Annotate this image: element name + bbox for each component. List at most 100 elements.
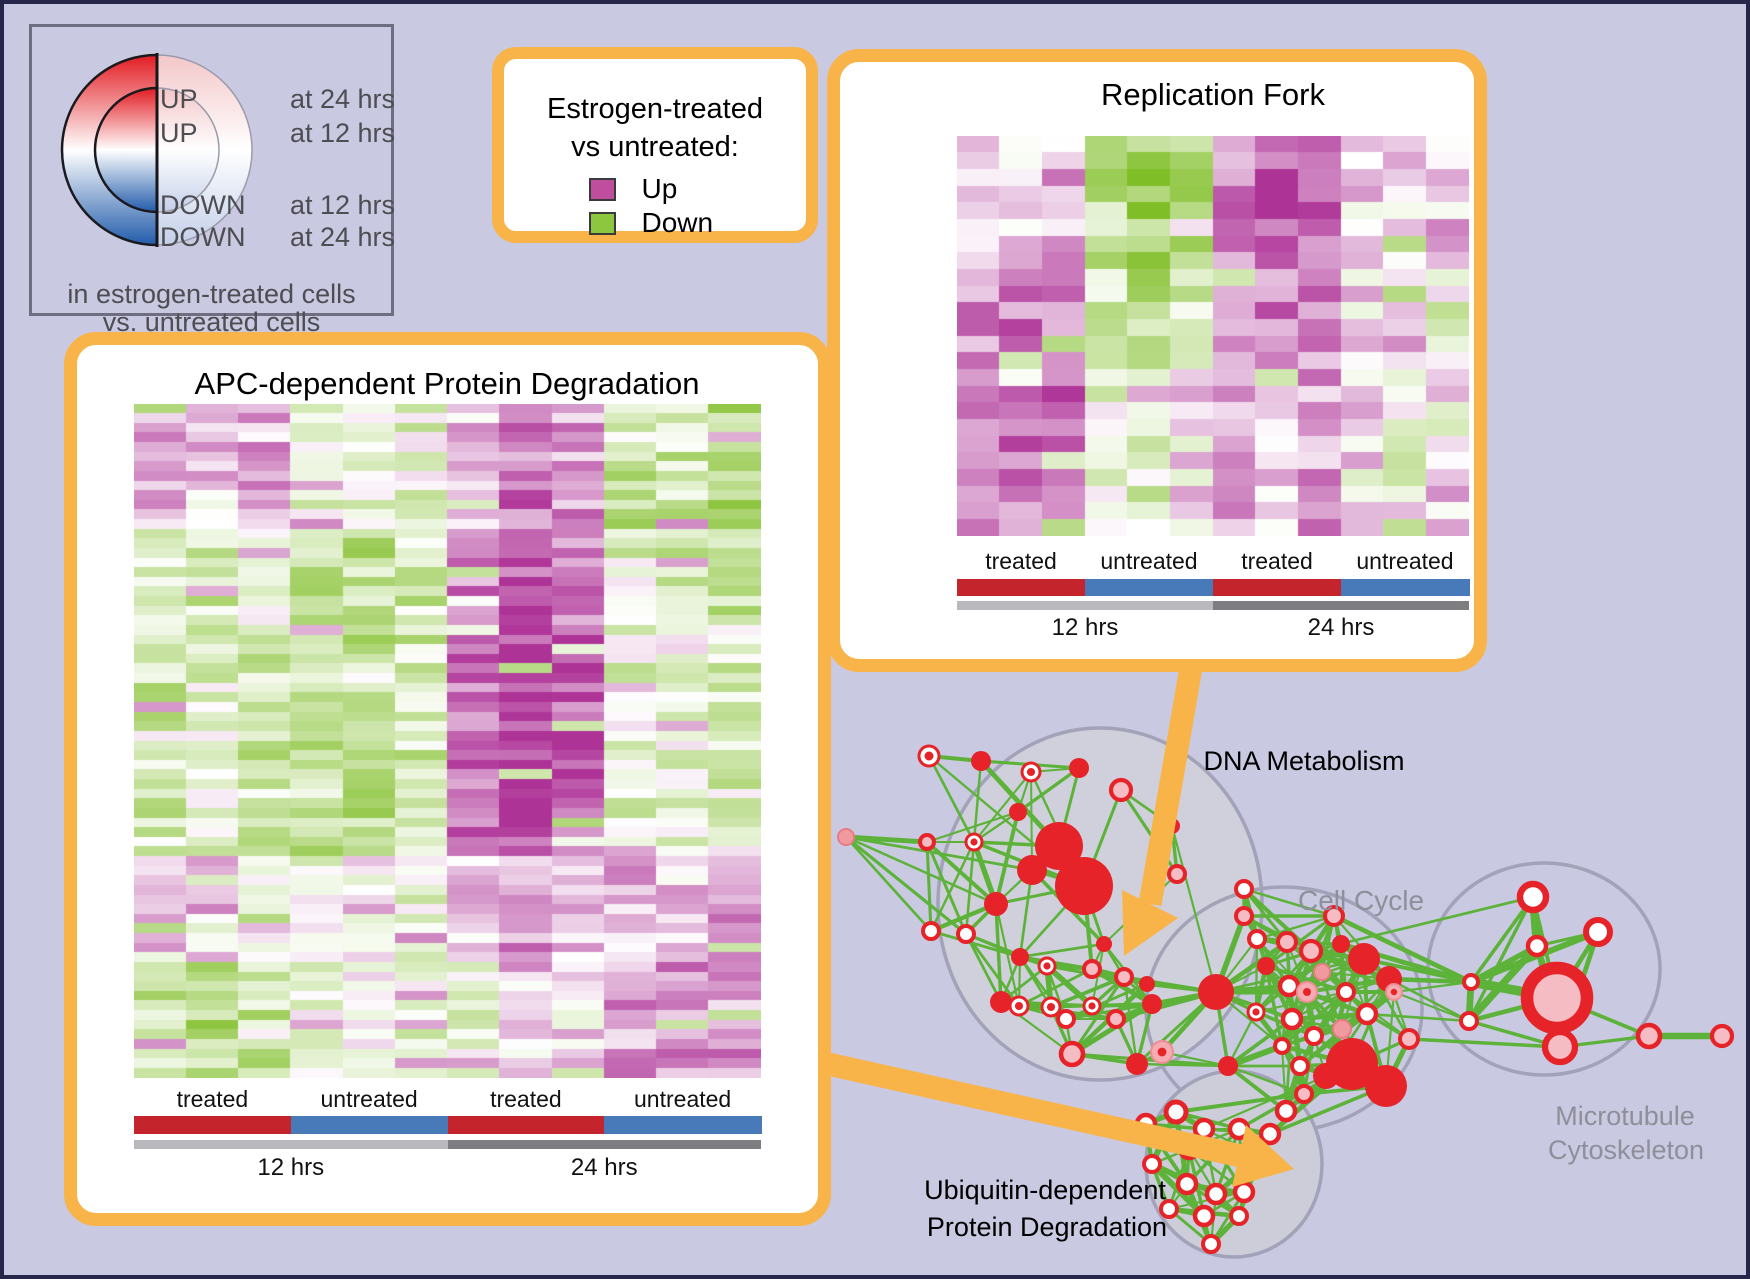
ratio-dir-label: DOWN (160, 190, 246, 220)
network-node (837, 828, 855, 846)
network-node (1218, 1056, 1238, 1076)
ratio-dir-label: DOWN (160, 222, 246, 252)
network-node (1040, 996, 1062, 1018)
network-node (1332, 935, 1350, 953)
group-bar-treated (957, 579, 1086, 596)
legend-row-down: Down (504, 207, 806, 239)
network-node (1459, 1011, 1479, 1031)
time-bar-12hrs (957, 601, 1213, 610)
network-node (1009, 803, 1027, 821)
network-node (1635, 1022, 1663, 1050)
cluster-label-microtubule: Microtubule (1555, 1101, 1695, 1131)
panel-title-replication-fork: Replication Fork (1101, 77, 1325, 112)
network-node (1058, 1040, 1086, 1068)
time-label-24hrs: 24 hrs (570, 1154, 638, 1181)
legend-title-line2: vs untreated: (571, 131, 739, 163)
group-bar-untreated (1341, 579, 1470, 596)
network-node (1069, 758, 1089, 778)
cluster-label-ubiquitin-line1: Ubiquitin-dependent (924, 1175, 1166, 1205)
group-label-untreated: untreated (1100, 548, 1198, 574)
network-node (1516, 880, 1550, 914)
group-label-treated: treated (1241, 548, 1313, 574)
network-node (1709, 1023, 1735, 1049)
cluster-label-dna-metabolism: DNA Metabolism (1203, 746, 1405, 776)
network-node (984, 892, 1008, 916)
network-node (1192, 1204, 1216, 1228)
cluster-label-cell-cycle: Cell Cycle (1297, 885, 1425, 916)
network-node (1296, 981, 1318, 1003)
network-node (1017, 855, 1047, 885)
network-node (964, 832, 984, 852)
network-node (990, 991, 1012, 1013)
inner-circle-right-half (156, 87, 220, 213)
cluster-label-ubiquitin-line2: Protein Degradation (926, 1212, 1168, 1242)
network-node (1313, 963, 1331, 981)
ratio-time-label: at 12 hrs (289, 118, 395, 148)
arrow-head-0 (1122, 890, 1178, 956)
network-node (1150, 1040, 1174, 1064)
network-node (1304, 1026, 1324, 1046)
updown-gradient-circles-icon (60, 53, 253, 247)
legend-title-line1: Estrogen-treated (546, 93, 763, 125)
network-node (1258, 1122, 1282, 1146)
network-node (1365, 1065, 1407, 1107)
network-node (1055, 857, 1113, 915)
group-label-untreated: untreated (320, 1086, 418, 1112)
network-node (1201, 1234, 1221, 1254)
network-node (1520, 961, 1594, 1035)
network-node (917, 744, 941, 768)
network-node (1355, 1002, 1379, 1026)
time-label-12hrs: 12 hrs (1051, 614, 1119, 641)
network-node (1082, 996, 1102, 1016)
network-node (1108, 777, 1134, 803)
network-node (1037, 956, 1057, 976)
group-bar-treated (1213, 579, 1342, 596)
group-bar-untreated (1085, 579, 1214, 596)
network-node (956, 924, 976, 944)
ratio-time-label: at 24 hrs (289, 222, 395, 252)
network-node (1204, 1182, 1228, 1206)
time-bar-12hrs (134, 1140, 448, 1149)
network-node (1056, 1009, 1076, 1029)
network-node (1323, 905, 1345, 927)
group-label-untreated: untreated (1356, 548, 1454, 574)
heatmap-apc (134, 404, 761, 1078)
ratio-dir-label: UP (160, 84, 198, 114)
connector-arrows (825, 660, 1294, 1187)
group-bar-treated (134, 1116, 292, 1134)
network-node (971, 751, 991, 771)
network-node (1583, 917, 1613, 947)
network-node (1326, 1038, 1378, 1090)
network-node (1525, 934, 1549, 958)
network-node (1142, 994, 1162, 1014)
network-node (1398, 1028, 1420, 1050)
group-label-treated: treated (985, 548, 1057, 574)
network-node (1229, 1206, 1249, 1226)
group-bar-untreated (290, 1116, 448, 1134)
network-node (1234, 879, 1254, 899)
network-node (1011, 948, 1029, 966)
network-node (1247, 929, 1267, 949)
enrichment-network (825, 660, 1735, 1259)
arrow-shaft-0 (1138, 660, 1204, 906)
network-node (1198, 974, 1234, 1010)
network-node (1232, 1180, 1256, 1204)
up-swatch-icon (588, 177, 616, 201)
network-node (1336, 982, 1356, 1002)
network-node (1159, 1199, 1179, 1219)
arrow-shaft-1 (825, 1052, 1244, 1168)
network-node (1020, 761, 1042, 783)
network-node (1142, 1154, 1162, 1174)
down-swatch-icon (588, 211, 616, 235)
network-node (1277, 974, 1301, 998)
network-node (1167, 864, 1187, 884)
legend-up-label: Up (641, 173, 678, 204)
network-node (1332, 1019, 1352, 1039)
network-node (1290, 1056, 1310, 1076)
network-node (1082, 959, 1102, 979)
ratio-time-label: at 24 hrs (289, 84, 395, 114)
time-bar-24hrs (1213, 601, 1469, 610)
network-node (1008, 995, 1030, 1017)
network-node (1106, 1009, 1126, 1029)
network-node (1126, 1053, 1148, 1075)
